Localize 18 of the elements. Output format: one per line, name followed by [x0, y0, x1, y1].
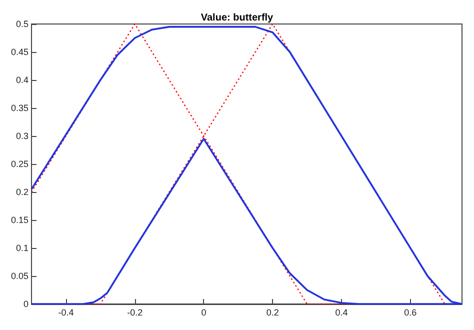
- x-tick-label: -0.2: [127, 308, 143, 318]
- y-tick-label: 0: [24, 299, 29, 309]
- x-tick-label: 0.2: [266, 308, 279, 318]
- y-tick-label: 0.35: [10, 103, 29, 113]
- y-tick-label: 0.25: [10, 159, 29, 169]
- y-tick-label: 0.05: [10, 271, 29, 281]
- x-tick-label: 0: [201, 308, 206, 318]
- y-tick-label: 0.2: [16, 187, 29, 197]
- y-tick-label: 0.5: [16, 19, 29, 29]
- y-tick-label: 0.15: [10, 215, 29, 225]
- x-tick-label: 0.6: [404, 308, 417, 318]
- chart-title: Value: butterfly: [200, 12, 274, 24]
- y-tick-label: 0.1: [16, 243, 29, 253]
- y-tick-label: 0.45: [10, 47, 29, 57]
- x-tick-label: -0.4: [58, 308, 74, 318]
- y-tick-label: 0.3: [16, 131, 29, 141]
- x-tick-label: 0.4: [335, 308, 348, 318]
- y-tick-label: 0.4: [16, 75, 29, 85]
